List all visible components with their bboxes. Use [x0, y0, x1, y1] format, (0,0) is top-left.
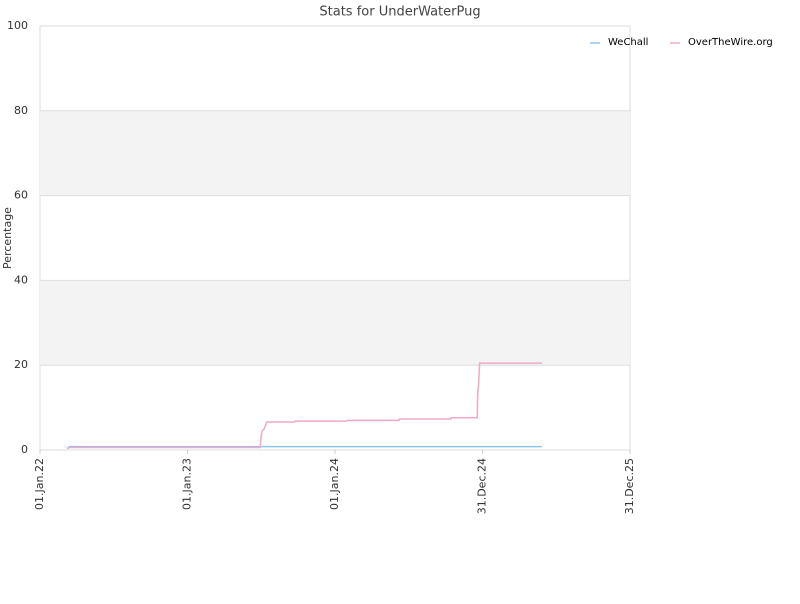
x-tick-label: 01.Jan.23: [181, 458, 194, 510]
y-tick-label: 60: [14, 189, 28, 202]
y-tick-label: 80: [14, 104, 28, 117]
plot-area: [39, 25, 631, 451]
y-tick-label: 20: [14, 358, 28, 371]
series-line: [66, 362, 542, 450]
x-tick-label: 01.Jan.24: [328, 458, 341, 510]
chart-title: Stats for UnderWaterPug: [319, 5, 480, 20]
y-axis-label: Percentage: [1, 207, 14, 269]
grid-band: [40, 110, 630, 196]
x-tick-label: 01.Jan.22: [33, 458, 46, 510]
legend-label: OverTheWire.org: [688, 37, 773, 48]
y-tick-label: 40: [14, 273, 28, 286]
legend-label: WeChall: [608, 37, 648, 48]
grid-band: [40, 280, 630, 366]
x-tick-label: 31.Dec.25: [623, 458, 636, 514]
y-tick-label: 0: [21, 443, 28, 456]
y-tick-label: 100: [7, 19, 28, 32]
x-tick-label: 31.Dec.24: [476, 458, 489, 514]
